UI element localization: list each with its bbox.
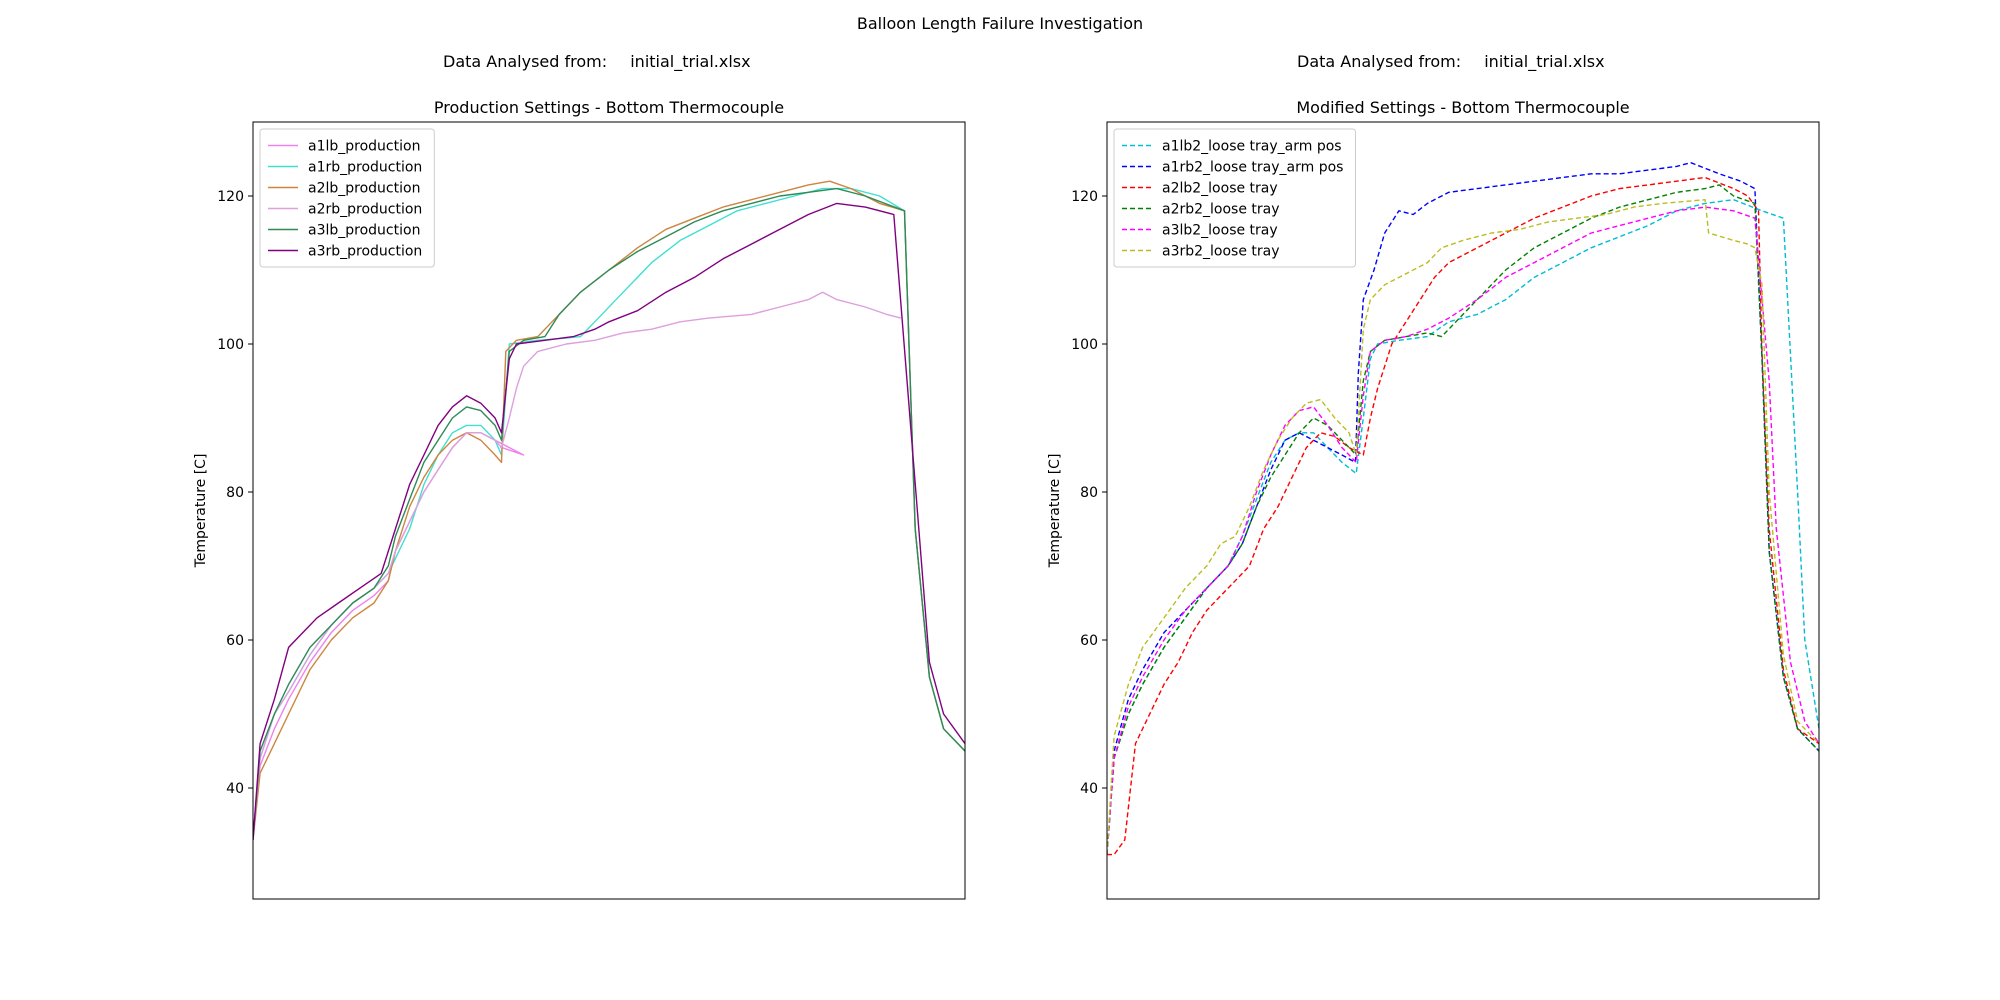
left-source-label: Data Analysed from: [443,52,608,71]
y-tick-label: 80 [1080,485,1098,501]
right-source-file: initial_trial.xlsx [1484,52,1605,71]
right-source-line: Data Analysed from: initial_trial.xlsx [1297,52,1605,71]
modified-settings-chart: Modified Settings - Bottom Thermocouple T… [1047,98,1820,900]
legend-entry: a2lb_production [308,181,420,197]
y-axis-label: Temperature [C] [1047,454,1063,569]
legend-entry: a1rb2_loose tray_arm pos [1162,160,1343,176]
legend-entry: a2rb2_loose tray [1162,202,1280,218]
y-tick-label: 100 [217,337,244,353]
legend: a1lb_production a1rb_production a2lb_produ… [259,128,435,268]
legend-entry: a2lb2_loose tray [1162,181,1278,197]
series-line [253,291,902,840]
y-tick-label: 40 [226,781,244,797]
y-tick-label: 40 [1080,781,1098,797]
series-line [1107,199,1819,855]
chart-title: Production Settings - Bottom Thermocoupl… [434,98,784,117]
series-line [1107,184,1819,855]
legend-entry: a1lb_production [308,139,420,155]
series-line [253,187,965,840]
series-line [1107,176,1819,856]
y-tick-label: 60 [1080,633,1098,649]
left-source-file: initial_trial.xlsx [630,52,751,71]
legend-box [259,128,435,268]
legend-entry: a2rb_production [308,202,422,218]
right-source-label: Data Analysed from: [1297,52,1462,71]
series-line [1107,206,1819,855]
legend: a1lb2_loose tray_arm pos a1rb2_loose tray… [1113,128,1356,268]
series-group [253,180,965,840]
series-line [1107,199,1819,855]
legend-entry: a3rb2_loose tray [1162,244,1280,260]
legend-entry: a3lb2_loose tray [1162,223,1278,239]
y-axis-label: Temperature [C] [193,454,209,569]
series-line [253,432,525,840]
y-tick-label: 80 [226,485,244,501]
y-tick-label: 120 [217,189,244,205]
y-tick-label: 60 [226,633,244,649]
series-line [253,202,965,840]
plot-frame [252,121,966,900]
series-line [1107,162,1819,855]
figure-title: Balloon Length Failure Investigation [856,14,1144,33]
series-line [253,180,965,840]
legend-entry: a1rb_production [308,160,422,176]
legend-entry: a1lb2_loose tray_arm pos [1162,139,1342,155]
legend-box [1113,128,1356,268]
chart-title: Modified Settings - Bottom Thermocouple [1296,98,1629,117]
plot-frame [1106,121,1820,900]
legend-entry: a3rb_production [308,244,422,260]
production-settings-chart: Production Settings - Bottom Thermocoupl… [193,98,966,900]
left-source-line: Data Analysed from: initial_trial.xlsx [443,52,751,71]
legend-entry: a3lb_production [308,223,420,239]
series-line [253,187,965,840]
series-group [1107,162,1819,856]
y-tick-label: 120 [1071,189,1098,205]
y-tick-label: 100 [1071,337,1098,353]
